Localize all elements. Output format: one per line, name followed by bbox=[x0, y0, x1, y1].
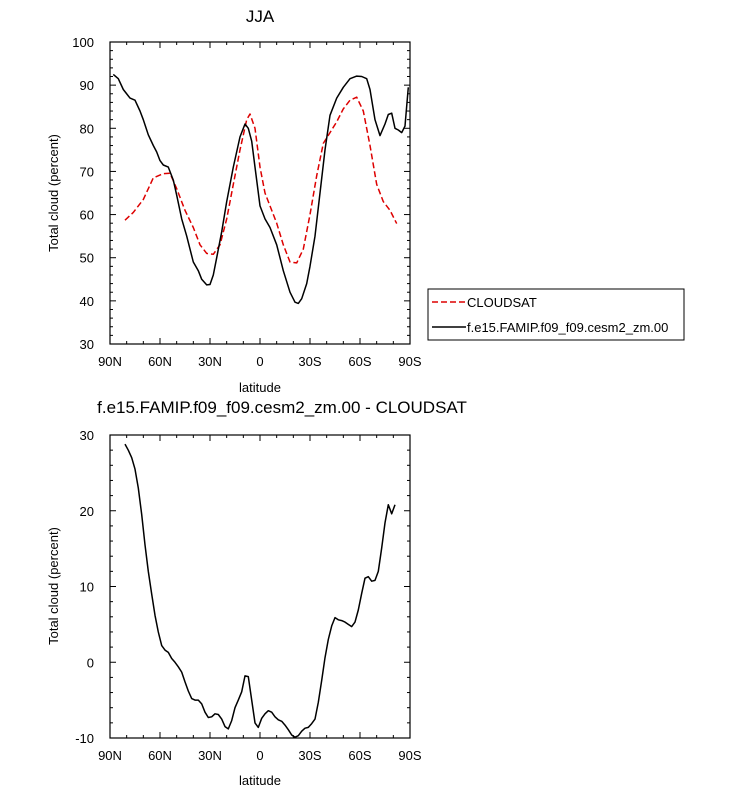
bottom-x-axis-label: latitude bbox=[239, 773, 281, 788]
legend-label-model: f.e15.FAMIP.f09_f09.cesm2_zm.00 bbox=[467, 320, 668, 335]
bottom-series bbox=[124, 443, 396, 738]
bottom-x-tick-label: 30S bbox=[298, 748, 321, 763]
top-y-tick-label: 100 bbox=[72, 35, 94, 50]
bottom-x-tick-label: 0 bbox=[256, 748, 263, 763]
top-series-line-cloudsat bbox=[124, 96, 398, 264]
bottom-y-axis-label: Total cloud (percent) bbox=[46, 527, 61, 645]
bottom-chart-title: f.e15.FAMIP.f09_f09.cesm2_zm.00 - CLOUDS… bbox=[97, 398, 467, 417]
bottom-series-line-difference bbox=[124, 443, 396, 738]
top-y-tick-label: 60 bbox=[80, 208, 94, 223]
legend-label-cloudsat: CLOUDSAT bbox=[467, 295, 537, 310]
top-x-axis-label: latitude bbox=[239, 380, 281, 395]
legend: CLOUDSAT f.e15.FAMIP.f09_f09.cesm2_zm.00 bbox=[427, 288, 685, 341]
top-ticks: 90N 60N 30N 0 30S 60S 90S 30 40 50 60 70 80 90 100 bbox=[72, 35, 422, 369]
bottom-x-tick-label: 90N bbox=[98, 748, 122, 763]
bottom-y-tick-label: -10 bbox=[75, 731, 94, 746]
top-x-tick-label: 30S bbox=[298, 354, 321, 369]
bottom-y-tick-label: 10 bbox=[80, 580, 94, 595]
top-y-tick-label: 50 bbox=[80, 251, 94, 266]
top-x-tick-label: 90N bbox=[98, 354, 122, 369]
bottom-x-tick-label: 90S bbox=[398, 748, 421, 763]
top-x-tick-label: 0 bbox=[256, 354, 263, 369]
top-y-tick-label: 70 bbox=[80, 164, 94, 179]
top-y-tick-label: 30 bbox=[80, 337, 94, 352]
bottom-y-tick-label: 0 bbox=[87, 655, 94, 670]
top-x-tick-label: 90S bbox=[398, 354, 421, 369]
top-y-tick-label: 40 bbox=[80, 294, 94, 309]
top-chart-panel: JJA latitude Total cloud (percent) 90N 60… bbox=[46, 7, 422, 395]
top-x-tick-label: 30N bbox=[198, 354, 222, 369]
top-y-tick-label: 80 bbox=[80, 121, 94, 136]
bottom-y-tick-label: 30 bbox=[80, 428, 94, 443]
top-x-tick-label: 60N bbox=[148, 354, 172, 369]
bottom-x-tick-label: 60S bbox=[348, 748, 371, 763]
bottom-x-tick-label: 30N bbox=[198, 748, 222, 763]
bottom-y-tick-label: 20 bbox=[80, 504, 94, 519]
legend-box bbox=[427, 288, 685, 341]
top-x-tick-label: 60S bbox=[348, 354, 371, 369]
top-series-line-model bbox=[112, 73, 410, 305]
top-y-axis-label: Total cloud (percent) bbox=[46, 134, 61, 252]
top-chart-title: JJA bbox=[246, 7, 275, 26]
bottom-plot-frame bbox=[109, 434, 411, 739]
top-y-tick-label: 90 bbox=[80, 78, 94, 93]
bottom-chart-panel: f.e15.FAMIP.f09_f09.cesm2_zm.00 - CLOUDS… bbox=[46, 398, 467, 788]
top-plot-frame bbox=[109, 41, 411, 345]
bottom-ticks: 90N 60N 30N 0 30S 60S 90S -10 0 10 20 30 bbox=[75, 428, 422, 763]
top-series bbox=[112, 73, 410, 305]
bottom-x-tick-label: 60N bbox=[148, 748, 172, 763]
